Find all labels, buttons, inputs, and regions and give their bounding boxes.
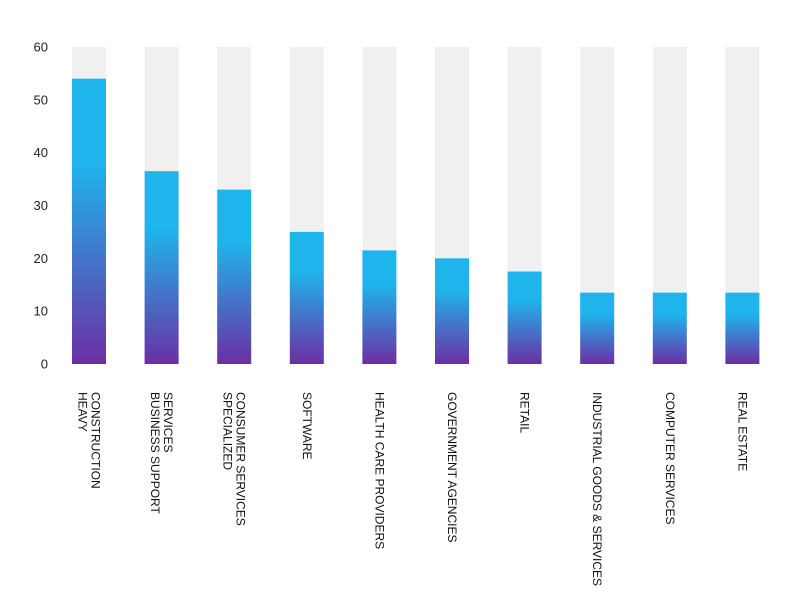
x-category-label: BUSINESS SUPPORT SERVICES xyxy=(148,392,175,514)
x-category-label: INDUSTRIAL GOODS & SERVICES xyxy=(590,392,604,586)
x-category-label-line: RETAIL xyxy=(518,392,532,433)
x-category-label-line: INDUSTRIAL GOODS & SERVICES xyxy=(590,392,604,586)
x-category-label: GOVERNMENT AGENCIES xyxy=(445,392,459,542)
y-tick-label: 30 xyxy=(34,198,48,213)
bar xyxy=(362,250,397,364)
y-tick-label: 40 xyxy=(34,145,48,160)
x-category-label-line: HEALTH CARE PROVIDERS xyxy=(372,392,386,549)
x-category-label-line: GOVERNMENT AGENCIES xyxy=(445,392,459,542)
x-category-label: SOFTWARE xyxy=(300,392,314,460)
x-category-label-line: CONSTRUCTION xyxy=(89,392,103,489)
y-axis: 0 10 20 30 40 50 60 xyxy=(34,40,48,372)
x-category-label-line: SERVICES xyxy=(161,392,175,452)
x-category-label-line: CONSUMER SERVICES xyxy=(234,392,248,526)
y-tick-label: 20 xyxy=(34,251,48,266)
y-tick-label: 0 xyxy=(41,357,48,372)
x-category-label-line: SPECIALIZED xyxy=(221,392,235,470)
x-category-label-line: SOFTWARE xyxy=(300,392,314,460)
x-category-label-line: BUSINESS SUPPORT xyxy=(148,392,162,514)
x-category-label-line: HEAVY xyxy=(76,392,90,432)
x-category-label-line: REAL ESTATE xyxy=(735,392,749,471)
x-category-label: REAL ESTATE xyxy=(735,392,749,471)
bar xyxy=(725,292,760,364)
bar xyxy=(144,171,179,364)
bar xyxy=(435,258,469,364)
y-tick-label: 50 xyxy=(34,92,48,107)
y-tick-label: 10 xyxy=(34,304,48,319)
bar xyxy=(217,189,252,364)
x-category-label: SPECIALIZED CONSUMER SERVICES xyxy=(221,392,248,526)
bar xyxy=(507,271,542,364)
bar xyxy=(580,292,615,364)
bar xyxy=(72,78,106,364)
bars xyxy=(72,78,760,364)
x-category-label: HEAVY CONSTRUCTION xyxy=(76,392,103,489)
x-axis: HEAVY CONSTRUCTION BUSINESS SUPPORT SERVICE… xyxy=(76,392,750,586)
bar xyxy=(289,231,324,364)
x-category-label: RETAIL xyxy=(518,392,532,433)
y-tick-label: 60 xyxy=(34,40,48,55)
x-category-label: COMPUTER SERVICES xyxy=(663,392,677,524)
x-category-label: HEALTH CARE PROVIDERS xyxy=(372,392,386,549)
x-category-label-line: COMPUTER SERVICES xyxy=(663,392,677,524)
bar xyxy=(652,292,687,364)
